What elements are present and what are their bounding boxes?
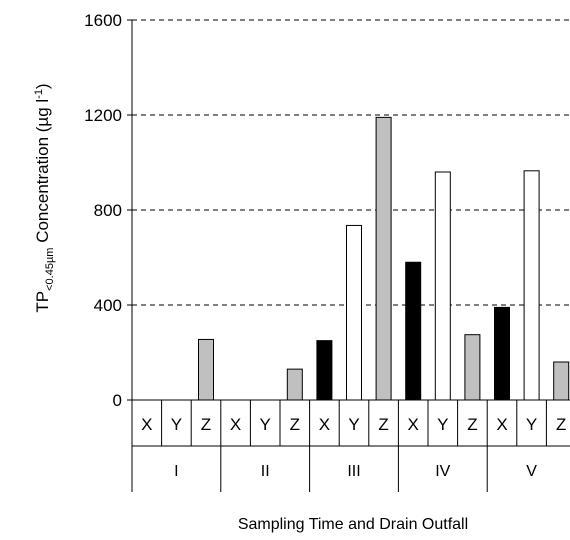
bar-IV-Z xyxy=(464,334,481,401)
group-label: IV xyxy=(435,463,450,480)
outfall-label: Y xyxy=(437,415,448,434)
bar-III-Z xyxy=(375,116,392,401)
outfall-label: Y xyxy=(171,415,182,434)
y-axis-title-close: ) xyxy=(33,83,52,89)
bar-V-X xyxy=(494,306,510,401)
outfall-label: Y xyxy=(526,415,537,434)
outfall-label: Y xyxy=(348,415,359,434)
y-tick-label: 1600 xyxy=(84,11,122,30)
outfall-label: X xyxy=(408,415,419,434)
bar-IV-Y xyxy=(434,171,451,401)
y-axis-title-subscript: <0.45µm xyxy=(44,248,56,291)
group-label: II xyxy=(261,463,270,480)
bar-IV-X xyxy=(405,261,422,401)
y-tick-label: 400 xyxy=(94,296,122,315)
y-axis-title-superscript: -1 xyxy=(33,89,45,99)
outfall-label: Z xyxy=(467,415,477,434)
axes xyxy=(127,19,570,492)
outfall-label: Z xyxy=(290,415,300,434)
y-tick-label: 1200 xyxy=(84,106,122,125)
outfall-label: X xyxy=(141,415,152,434)
outfall-label: Z xyxy=(378,415,388,434)
outfall-label: Z xyxy=(556,415,566,434)
bar-II-Z xyxy=(286,368,303,401)
bar-III-X xyxy=(316,340,333,401)
y-tick-label: 0 xyxy=(113,391,122,410)
y-tick-labels: 0 400 800 1200 1600 xyxy=(84,11,122,410)
outfall-label: Y xyxy=(260,415,271,434)
bar-V-Z xyxy=(553,361,570,401)
group-label: I xyxy=(174,463,178,480)
outfall-label: Z xyxy=(201,415,211,434)
group-label: V xyxy=(526,463,537,480)
bar-V-Y xyxy=(523,170,540,401)
y-axis-title-rest: Concentration (µg l xyxy=(33,99,52,248)
bar-III-Y xyxy=(346,224,362,401)
x-axis-title: Sampling Time and Drain Outfall xyxy=(238,516,468,533)
outfall-label: X xyxy=(230,415,241,434)
y-tick-label: 800 xyxy=(94,201,122,220)
y-axis-title: TP<0.45µm Concentration (µg l-1) xyxy=(33,83,56,312)
group-label: III xyxy=(347,463,360,480)
outfall-label: X xyxy=(319,415,330,434)
outfall-label: X xyxy=(496,415,507,434)
bar-I-Z xyxy=(198,338,214,401)
category-labels: X Y Z X Y Z X Y Z X Y Z X Y ZI II III IV V xyxy=(141,400,566,492)
bars xyxy=(198,116,570,401)
y-axis-title-main: TP xyxy=(33,291,52,313)
